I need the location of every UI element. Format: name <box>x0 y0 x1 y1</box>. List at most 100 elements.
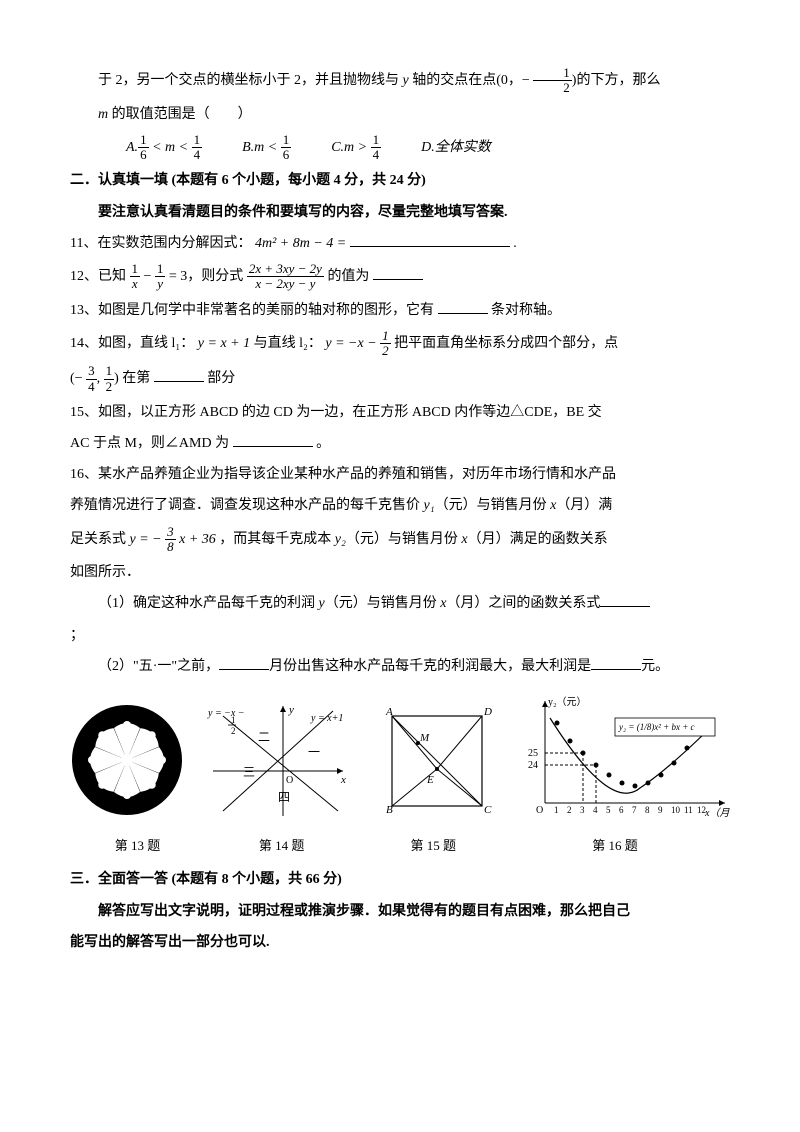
fraction: 1x <box>130 262 141 292</box>
section2-sub: 要注意认真看清题目的条件和要填写的内容，尽量完整地填写答案. <box>70 200 730 225</box>
text: （元）与销售月份 <box>325 596 441 611</box>
fig14-coordinate-plane: x y O y = x+1 y = −x − 1 2 一 二 三 四 <box>203 701 353 821</box>
svg-text:25: 25 <box>528 748 538 759</box>
text: . <box>513 236 517 251</box>
fig13-label: 第 13 题 <box>80 834 195 857</box>
svg-text:12: 12 <box>697 805 706 815</box>
fig15-label: 第 15 题 <box>368 834 498 857</box>
svg-text:6: 6 <box>619 805 624 815</box>
text: 与直线 l₂： <box>254 336 322 351</box>
svg-text:三: 三 <box>243 765 255 779</box>
svg-text:24: 24 <box>528 760 538 771</box>
fig15-square-triangle: A D B C M E <box>372 701 502 821</box>
q14-line2: (− 34, 12) 在第 部分 <box>70 364 730 394</box>
svg-text:O: O <box>286 775 293 786</box>
svg-text:M: M <box>419 732 430 744</box>
svg-text:2: 2 <box>567 805 572 815</box>
svg-text:D: D <box>483 706 492 718</box>
q16-sub2: （2）"五·一"之前，月份出售这种水产品每千克的利润最大，最大利润是元。 <box>70 654 730 679</box>
var-y1: y₁ <box>424 498 435 513</box>
blank <box>591 655 641 670</box>
q16-line3: 足关系式 y = − 38 x + 36 ，而其每千克成本 y₂（元）与销售月份… <box>70 525 730 555</box>
expr: 4m² + 8m − 4 = <box>255 236 346 251</box>
q16-line4: 如图所示． <box>70 560 730 585</box>
fraction-big: 2x + 3xy − 2yx − 2xy − y <box>247 262 324 292</box>
svg-text:二: 二 <box>258 730 270 744</box>
text: = 3，则分式 <box>169 269 247 284</box>
text: ，而其每千克成本 <box>219 532 335 547</box>
svg-text:1: 1 <box>554 805 559 815</box>
text: 条对称轴。 <box>491 303 561 318</box>
svg-text:O: O <box>536 805 543 816</box>
option-d: D.全体实数 <box>421 135 491 160</box>
q10-line2: m 的取值范围是（ ） <box>70 102 730 127</box>
var-m: m <box>98 107 108 122</box>
blank <box>219 655 269 670</box>
text: 13、如图是几何学中非常著名的美丽的轴对称的图形，它有 <box>70 303 434 318</box>
fig13-symmetry-pattern <box>70 703 185 818</box>
svg-text:3: 3 <box>580 805 585 815</box>
eq1: y = x + 1 <box>198 336 250 351</box>
text: （1）确定这种水产品每千克的利润 <box>98 596 319 611</box>
svg-text:5: 5 <box>606 805 611 815</box>
blank <box>600 592 650 607</box>
section3-sub2: 能写出的解答写出一部分也可以. <box>70 930 730 955</box>
text: 元。 <box>641 659 669 674</box>
q16-line1: 16、某水产品养殖企业为指导该企业某种水产品的养殖和销售，对历年市场行情和水产品 <box>70 462 730 487</box>
q15-line2: AC 于点 M，则∠AMD 为 。 <box>70 431 730 456</box>
svg-text:E: E <box>426 774 434 786</box>
svg-text:11: 11 <box>684 805 693 815</box>
q10-options: A.16 < m < 14 B.m < 16 C.m > 14 D.全体实数 <box>126 133 730 163</box>
fig16-cost-curve: y₂（元） x（月） O 25 24 123456789101112 y₂ = … <box>520 693 730 828</box>
q13: 13、如图是几何学中非常著名的美丽的轴对称的图形，它有 条对称轴。 <box>70 298 730 323</box>
text: )的下方，那么 <box>572 73 661 88</box>
text: 部分 <box>207 371 235 386</box>
text: （月）满 <box>556 498 612 513</box>
svg-text:2: 2 <box>231 726 236 736</box>
svg-text:8: 8 <box>645 805 650 815</box>
blank <box>438 299 488 314</box>
svg-text:一: 一 <box>308 745 320 759</box>
q14-line1: 14、如图，直线 l₁： y = x + 1 与直线 l₂： y = −x − … <box>70 329 730 359</box>
text: 。 <box>316 436 330 451</box>
q10-line1: 于 2，另一个交点的横坐标小于 2，并且抛物线与 y 轴的交点在点(0，− 12… <box>70 66 730 96</box>
section3-title: 三．全面答一答 (本题有 8 个小题，共 66 分) <box>70 867 730 892</box>
svg-text:9: 9 <box>658 805 663 815</box>
text: − <box>144 269 155 284</box>
svg-text:y₂ = (1/8)x² + bx + c: y₂ = (1/8)x² + bx + c <box>618 722 695 732</box>
fraction-half: 12 <box>533 66 572 96</box>
text: 的取值范围是（ ） <box>108 107 252 122</box>
svg-text:y₂（元）: y₂（元） <box>548 696 587 708</box>
eq: y = − 38 x + 36 <box>130 532 216 547</box>
svg-text:B: B <box>386 804 393 816</box>
q16-sub1: （1）确定这种水产品每千克的利润 y（元）与销售月份 x（月）之间的函数关系式 <box>70 591 730 616</box>
blank <box>373 265 423 280</box>
text: 12、已知 <box>70 269 130 284</box>
fig16-label: 第 16 题 <box>510 834 720 857</box>
option-a: A.16 < m < 14 <box>126 133 202 163</box>
svg-text:7: 7 <box>632 805 637 815</box>
text: 14、如图，直线 l₁： <box>70 336 194 351</box>
fraction: 1y <box>155 262 166 292</box>
eq2: y = −x − 12 <box>325 336 390 351</box>
var-y2: y₂ <box>335 532 346 547</box>
q11: 11、在实数范围内分解因式： 4m² + 8m − 4 = . <box>70 231 730 256</box>
text: （月）满足的函数关系 <box>468 532 608 547</box>
text: 足关系式 <box>70 532 130 547</box>
text: 轴的交点在点(0，− <box>409 73 534 88</box>
text: 的值为 <box>327 269 369 284</box>
svg-text:y = x+1: y = x+1 <box>310 713 343 724</box>
text: （元）与销售月份 <box>346 532 462 547</box>
option-b: B.m < 16 <box>242 133 291 163</box>
blank <box>154 367 204 382</box>
svg-text:x（月）: x（月） <box>704 807 730 819</box>
text: 11、在实数范围内分解因式： <box>70 236 251 251</box>
svg-text:A: A <box>385 706 393 718</box>
q15-line1: 15、如图，以正方形 ABCD 的边 CD 为一边，在正方形 ABCD 内作等边… <box>70 400 730 425</box>
blank <box>350 232 510 247</box>
svg-text:四: 四 <box>278 790 290 804</box>
text: （月）之间的函数关系式 <box>446 596 600 611</box>
q12: 12、已知 1x − 1y = 3，则分式 2x + 3xy − 2yx − 2… <box>70 262 730 292</box>
svg-text:x: x <box>340 774 346 786</box>
text: 把平面直角坐标系分成四个部分，点 <box>394 336 618 351</box>
